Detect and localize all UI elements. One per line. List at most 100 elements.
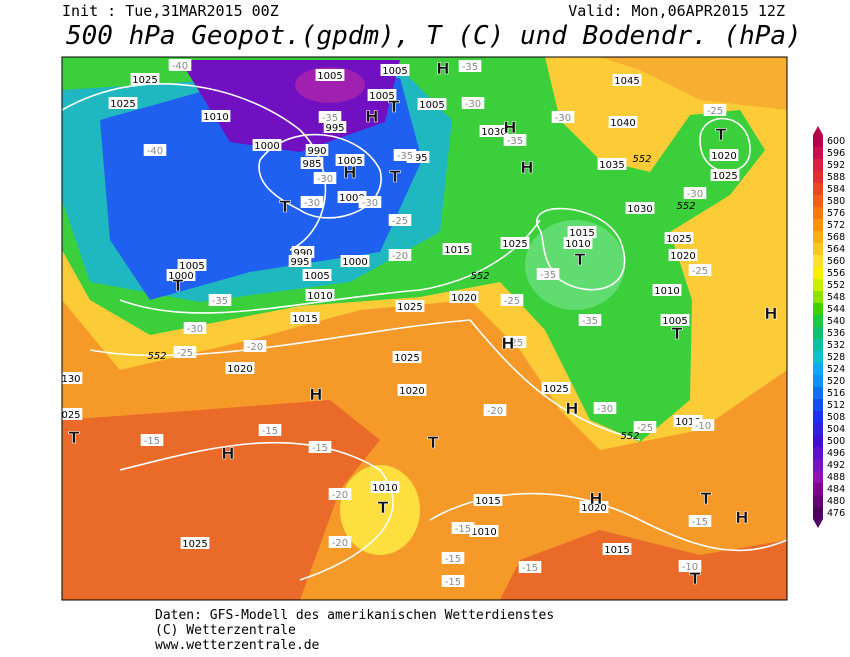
legend-label: 496 (827, 448, 845, 459)
legend-swatch (813, 195, 823, 207)
isobar-label: 1025 (394, 353, 419, 364)
label-box (668, 249, 698, 261)
legend-label: 532 (827, 340, 845, 351)
temperature-label: -15 (455, 524, 471, 535)
label-box (608, 116, 638, 128)
legend-label: 580 (827, 196, 845, 207)
pressure-center: T (690, 569, 701, 588)
footer-line: www.wetterzentrale.de (155, 638, 320, 653)
isobar-label: 1005 (179, 261, 204, 272)
legend-label: 508 (827, 412, 845, 423)
label-box (551, 111, 575, 123)
temperature-label: -30 (304, 198, 320, 209)
temperature-label: -10 (682, 562, 698, 573)
pressure-center: H (365, 107, 378, 126)
label-box (602, 543, 632, 555)
legend-label: 552 (827, 280, 845, 291)
thickness-label: 552 (147, 351, 166, 362)
isobar-label: 1025 (543, 384, 568, 395)
temperature-label: -10 (695, 421, 711, 432)
legend-swatch (813, 339, 823, 351)
isobar (119, 219, 541, 314)
legend-swatch (813, 207, 823, 219)
label-box (305, 289, 335, 301)
legend-label: 536 (827, 328, 845, 339)
label-box (660, 314, 690, 326)
label-box (567, 226, 597, 238)
isobar-label: 1005 (337, 156, 362, 167)
legend-label: 528 (827, 352, 845, 363)
label-box (392, 351, 422, 363)
legend-label: 576 (827, 208, 845, 219)
label-box (340, 255, 370, 267)
label-box (593, 402, 617, 414)
label-box (62, 408, 83, 420)
pressure-center: H (501, 334, 514, 353)
temperature-label: -35 (322, 113, 338, 124)
field-red (62, 400, 380, 600)
pressure-center: H (565, 399, 578, 418)
legend-swatch (813, 399, 823, 411)
legend-swatch (813, 291, 823, 303)
valid-time: Valid: Mon,06APR2015 12Z (568, 2, 785, 20)
label-box (328, 488, 352, 500)
label-box (449, 291, 479, 303)
legend-label: 484 (827, 484, 845, 495)
label-box (441, 552, 465, 564)
pressure-center: H (520, 158, 533, 177)
legend-label: 564 (827, 244, 845, 255)
label-box (308, 441, 332, 453)
isobar-label: 1040 (610, 118, 635, 129)
temperature-label: -25 (177, 348, 193, 359)
temperature-label: -35 (540, 270, 556, 281)
label-box (500, 294, 524, 306)
isobar-label: 130 (61, 374, 80, 385)
legend-arrow (813, 126, 823, 135)
label-box (201, 110, 231, 122)
temperature-label: -40 (172, 61, 188, 72)
temperature-label: -30 (187, 324, 203, 335)
label-box (709, 149, 739, 161)
label-box (388, 214, 412, 226)
legend-label: 572 (827, 220, 845, 231)
label-box (541, 382, 571, 394)
label-box (500, 237, 530, 249)
label-box (652, 284, 682, 296)
legend-swatch (813, 135, 823, 147)
isobar-label: 1015 (475, 496, 500, 507)
isobar-label: 1005 (304, 271, 329, 282)
label-box (397, 384, 427, 396)
legend-label: 600 (827, 136, 845, 147)
label-box (612, 74, 642, 86)
temperature-label: -15 (692, 517, 708, 528)
legend-swatch (813, 303, 823, 315)
legend-label: 540 (827, 316, 845, 327)
thickness-label: 552 (620, 431, 639, 442)
label-box (503, 134, 527, 146)
legend-label: 480 (827, 496, 845, 507)
legend-swatch (813, 183, 823, 195)
temperature-label: -15 (445, 554, 461, 565)
field-orange (600, 57, 787, 110)
temperature-label: -35 (212, 296, 228, 307)
temperature-label: -30 (555, 113, 571, 124)
isobar-label: 990 (293, 248, 312, 259)
thickness-label: 552 (470, 271, 489, 282)
legend-label: 556 (827, 268, 845, 279)
isobar-label: 1020 (711, 151, 736, 162)
label-box (479, 125, 509, 137)
pressure-center: T (575, 250, 586, 269)
pressure-center: T (390, 167, 401, 186)
temperature-label: -20 (332, 538, 348, 549)
legend-swatch (813, 351, 823, 363)
label-box (225, 362, 255, 374)
legend-label: 592 (827, 160, 845, 171)
label-box (290, 312, 320, 324)
label-box (451, 522, 475, 534)
legend-swatch (813, 459, 823, 471)
label-box (578, 314, 602, 326)
legend-label: 584 (827, 184, 845, 195)
isobar-label: 1010 (307, 291, 332, 302)
temperature-label: -15 (262, 426, 278, 437)
